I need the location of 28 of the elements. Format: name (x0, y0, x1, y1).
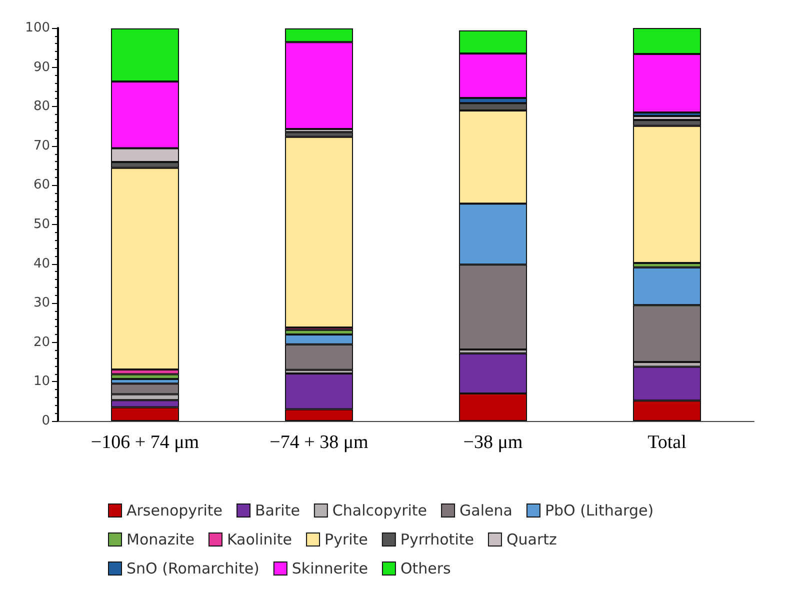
y-tick-label: 70 (33, 138, 50, 154)
legend-label: Barite (255, 502, 300, 520)
legend-label: PbO (Litharge) (544, 502, 654, 520)
legend-label: Chalcopyrite (332, 502, 428, 520)
y-tick-label: 40 (33, 256, 50, 272)
x-tick-label: −38 μm (463, 432, 523, 453)
y-tick-label: 60 (33, 178, 50, 193)
legend-label: Pyrrhotite (400, 530, 474, 548)
y-tick-label: 80 (33, 99, 50, 114)
legend-label: Others (400, 560, 452, 578)
y-tick-label: 100 (25, 20, 50, 36)
y-tick-label: 30 (33, 296, 50, 311)
y-tick-label: 0 (42, 414, 50, 428)
legend-label: Kaolinite (226, 530, 292, 548)
x-tick-label: Total (648, 432, 686, 453)
legend-label: Arsenopyrite (126, 502, 222, 520)
x-tick-label: −106 + 74 μm (90, 432, 200, 453)
y-tick-label: 50 (33, 217, 50, 232)
legend-label: Galena (460, 502, 512, 520)
legend-label: Skinnerite (292, 560, 368, 578)
legend-label: SnO (Romarchite) (126, 560, 260, 578)
y-tick-label: 90 (33, 60, 50, 75)
x-tick-label: −74 + 38 μm (270, 432, 369, 453)
legend-label: Pyrite (324, 530, 368, 548)
y-tick-label: 20 (33, 334, 50, 350)
legend-label: Monazite (126, 530, 194, 548)
y-tick-label: 10 (33, 374, 50, 390)
legend-label: Quartz (506, 530, 558, 548)
